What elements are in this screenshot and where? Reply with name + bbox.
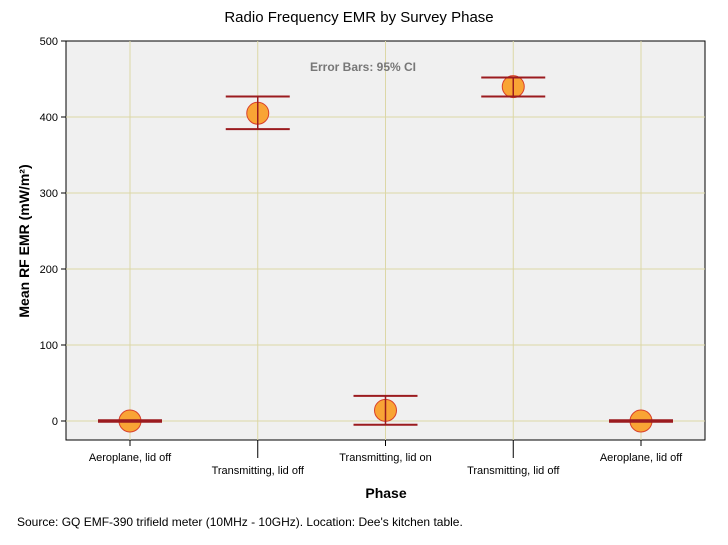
y-tick-label: 500 bbox=[40, 36, 58, 48]
y-tick-label: 300 bbox=[40, 188, 58, 200]
y-axis: 0 100 200 300 400 500 bbox=[40, 36, 66, 428]
x-axis-label: Phase bbox=[365, 485, 406, 501]
x-tick-label: Transmitting, lid off bbox=[212, 465, 305, 477]
y-tick-label: 100 bbox=[40, 340, 58, 352]
y-tick-label: 400 bbox=[40, 112, 58, 124]
data-series bbox=[98, 75, 673, 433]
y-axis-label: Mean RF EMR (mW/m²) bbox=[16, 164, 32, 317]
gridlines bbox=[66, 41, 705, 440]
x-tick-label: Aeroplane, lid off bbox=[600, 452, 683, 464]
y-tick-label: 200 bbox=[40, 264, 58, 276]
x-tick-label: Transmitting, lid on bbox=[339, 452, 432, 464]
x-tick-label: Transmitting, lid off bbox=[467, 465, 560, 477]
y-tick-label: 0 bbox=[52, 416, 58, 428]
x-tick-label: Aeroplane, lid off bbox=[89, 452, 172, 464]
error-bars-annotation: Error Bars: 95% CI bbox=[310, 60, 416, 74]
source-caption: Source: GQ EMF-390 trifield meter (10MHz… bbox=[17, 515, 463, 529]
chart-title: Radio Frequency EMR by Survey Phase bbox=[224, 9, 493, 26]
x-axis: Aeroplane, lid off Transmitting, lid off T… bbox=[89, 440, 683, 477]
